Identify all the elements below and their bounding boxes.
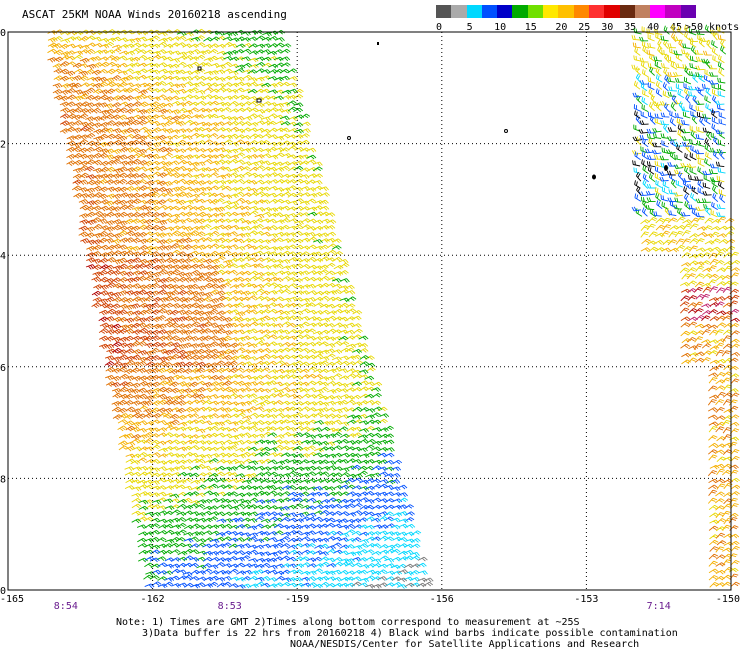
wind-barb-group: [351, 556, 434, 589]
legend-label: 40: [647, 22, 660, 33]
time-labels: 8:54 8:53 7:14: [54, 601, 671, 612]
legend-swatch: [573, 5, 590, 18]
lat-label: -24: [0, 251, 6, 262]
island: [256, 98, 262, 103]
island: [377, 42, 379, 45]
note-line-2: 3)Data buffer is 22 hrs from 20160218 4)…: [142, 628, 678, 639]
note-line-1: Note: 1) Times are GMT 2)Times along bot…: [116, 617, 580, 628]
latitude-labels: -20 -22 -24 -26 -28 -30: [0, 28, 6, 597]
time-label: 8:53: [218, 601, 242, 612]
lat-label: -22: [0, 140, 6, 151]
legend-label: 0: [435, 22, 443, 33]
legend-swatch: [558, 5, 575, 18]
legend-swatch: [436, 5, 452, 18]
legend-max-label: >50 knots: [684, 22, 740, 33]
legend-swatch: [634, 5, 651, 18]
lon-label: -162: [141, 594, 165, 605]
island: [197, 66, 202, 71]
legend-swatch: [497, 5, 513, 18]
island: [347, 136, 351, 140]
legend-label: 15: [524, 22, 537, 33]
legend-swatch: [481, 5, 498, 18]
lon-label: -165: [0, 594, 24, 605]
wind-barb-group: [53, 24, 740, 573]
lat-label: -26: [0, 363, 6, 374]
legend-swatch: [466, 5, 483, 18]
note-line-3: NOAA/NESDIS/Center for Satellite Applica…: [290, 639, 640, 650]
legend-swatch: [650, 5, 666, 18]
island: [664, 165, 668, 171]
legend-label: 20: [555, 22, 568, 33]
wind-barb-group: [687, 286, 740, 322]
wind-barb-group: [632, 109, 725, 196]
wind-barb-group: [229, 73, 726, 589]
wind-barb-group: [85, 264, 740, 367]
legend-swatch: [680, 5, 697, 18]
wind-barb-group: [144, 74, 727, 589]
island: [592, 174, 596, 180]
legend-swatch: [588, 5, 605, 18]
time-label: 7:14: [647, 601, 671, 612]
lat-label: -28: [0, 474, 6, 485]
lon-label: -159: [285, 594, 309, 605]
wind-barb-group: [47, 29, 740, 588]
lon-label: -150: [716, 594, 740, 605]
legend-swatch: [665, 5, 682, 18]
legend-label: 45: [670, 22, 683, 33]
wind-barbs: [47, 24, 740, 589]
legend-label: 25: [578, 22, 591, 33]
lat-label: -20: [0, 28, 6, 39]
legend-swatch: [543, 5, 559, 18]
map-frame: [7, 31, 732, 591]
legend-label: 35: [624, 22, 637, 33]
legend-swatch: [604, 5, 621, 18]
wind-barb-group: [59, 113, 740, 388]
legend-swatch: [619, 5, 636, 18]
islands: [197, 42, 668, 180]
island: [504, 129, 508, 133]
wind-barb-group: [131, 24, 727, 581]
lat-label: -30: [0, 586, 6, 597]
lon-label: -153: [574, 594, 598, 605]
legend-label: 5: [466, 22, 473, 33]
longitude-labels: -165 -162 -159 -156 -153 -150: [0, 594, 740, 605]
legend-swatch: [512, 5, 529, 18]
legend-label: 30: [601, 22, 614, 33]
chart-title: ASCAT 25KM NOAA Winds 20160218 ascending: [22, 8, 287, 21]
wind-speed-legend: 0 5 10 15 20 25 30 35 40 45 >50 knots: [435, 5, 739, 37]
time-label: 8:54: [54, 601, 78, 612]
lon-label: -156: [430, 594, 454, 605]
legend-label: 10: [494, 22, 507, 33]
legend-swatch: [527, 5, 544, 18]
legend-swatch: [451, 5, 468, 18]
